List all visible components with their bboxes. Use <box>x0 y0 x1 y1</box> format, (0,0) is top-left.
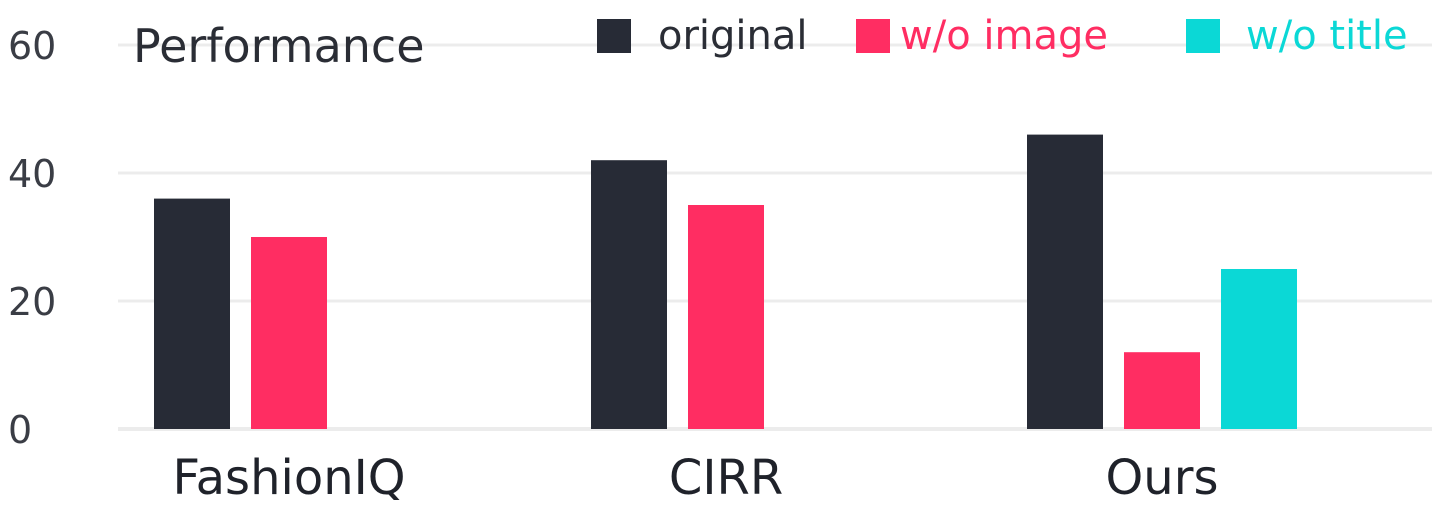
bar-ours-original <box>1027 134 1103 429</box>
y-tick-label: 40 <box>8 152 56 196</box>
bar-ours-w-o-image <box>1124 352 1200 429</box>
legend-swatch <box>1186 19 1220 53</box>
y-tick-label: 20 <box>8 280 56 324</box>
legend-swatch <box>597 19 631 53</box>
bar-fashioniq-original <box>154 198 230 429</box>
x-category-label: FashionIQ <box>172 450 405 506</box>
y-tick-label: 0 <box>8 408 32 452</box>
bars <box>154 134 1297 429</box>
y-axis-tick-labels: 0 20 40 60 <box>8 24 56 452</box>
legend-label: w/o image <box>900 13 1108 59</box>
bar-fashioniq-w-o-image <box>251 237 327 429</box>
bar-cirr-original <box>591 160 667 429</box>
legend-label: original <box>658 13 808 59</box>
x-category-label: Ours <box>1106 450 1219 506</box>
x-category-label: CIRR <box>669 450 783 506</box>
y-tick-label: 60 <box>8 24 56 68</box>
bar-ours-w-o-title <box>1221 269 1297 429</box>
legend: original w/o image w/o title <box>597 13 1408 59</box>
legend-label: w/o title <box>1246 13 1408 59</box>
x-axis-category-labels: FashionIQ CIRR Ours <box>172 450 1218 506</box>
legend-swatch <box>856 19 890 53</box>
chart-title: Performance <box>133 19 425 73</box>
bar-cirr-w-o-image <box>688 205 764 429</box>
